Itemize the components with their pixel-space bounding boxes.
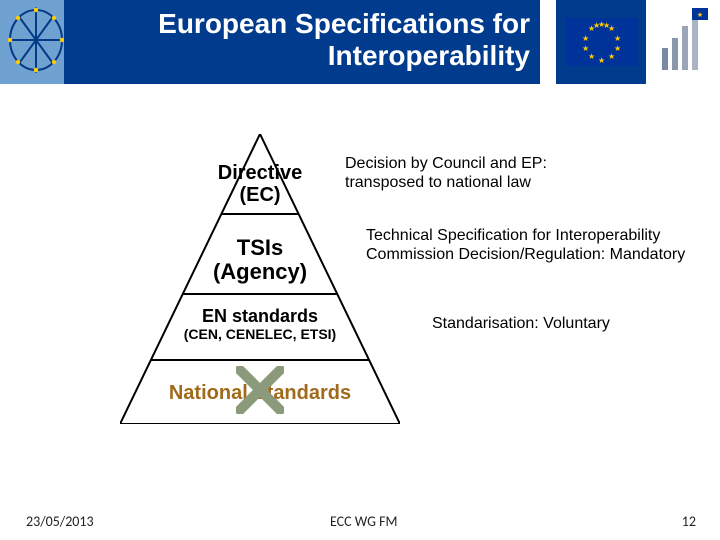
desc-level-2: Technical Specification for Interoperabi… xyxy=(366,226,711,264)
pyramid-level-1-title: Directive xyxy=(218,162,303,184)
ec-bars-logo-icon: ★ xyxy=(656,8,712,76)
diagram-stage: Directive (EC) TSIs (Agency) EN standard… xyxy=(0,84,720,504)
pyramid-level-1: Directive (EC) xyxy=(140,162,380,206)
pyramid-level-2: TSIs (Agency) xyxy=(140,236,380,284)
svg-text:★: ★ xyxy=(697,11,703,19)
pyramid-level-1-sub: (EC) xyxy=(239,184,280,206)
pyramid-level-3: EN standards (CEN, CENELEC, ETSI) xyxy=(140,307,380,342)
pyramid-level-2-sub: (Agency) xyxy=(213,259,307,284)
pyramid-level-2-title: TSIs xyxy=(237,235,283,260)
slide-footer: 23/05/2013 ECC WG FM 12 xyxy=(0,504,720,540)
header-banner: European Specifications for Interoperabi… xyxy=(0,0,720,84)
footer-date: 23/05/2013 xyxy=(26,513,94,530)
eu-star-ring-logo xyxy=(6,4,66,76)
pyramid-level-3-sub: (CEN, CENELEC, ETSI) xyxy=(140,327,380,342)
footer-middle: ECC WG FM xyxy=(330,513,397,530)
page-title: European Specifications for Interoperabi… xyxy=(100,8,530,72)
desc-level-1: Decision by Council and EP: transposed t… xyxy=(345,154,665,192)
pyramid-level-4-title: National Standards xyxy=(169,382,351,404)
desc-level-3: Standarisation: Voluntary xyxy=(432,314,702,333)
footer-pagenum: 12 xyxy=(682,513,696,530)
pyramid-level-4: National Standards xyxy=(140,382,380,404)
pyramid-level-3-title: EN standards xyxy=(202,306,318,326)
eu-flag-icon: ★ ★ ★ ★ ★ ★ ★ ★ ★ ★ ★ ★ xyxy=(566,18,638,66)
